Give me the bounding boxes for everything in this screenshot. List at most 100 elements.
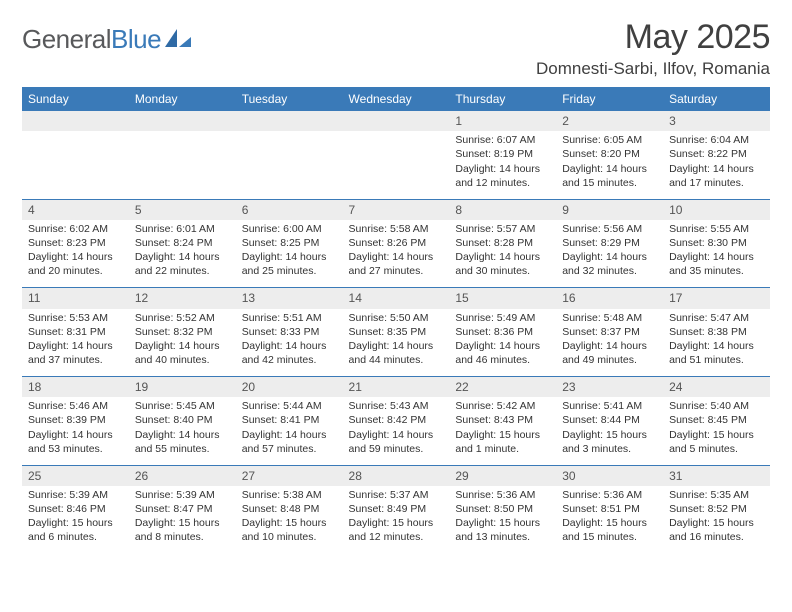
day-line: and 53 minutes. — [28, 442, 123, 456]
day-content: Sunrise: 5:51 AMSunset: 8:33 PMDaylight:… — [242, 311, 337, 368]
day-line: and 30 minutes. — [455, 264, 550, 278]
day-line: Sunset: 8:39 PM — [28, 413, 123, 427]
day-line: Sunrise: 5:56 AM — [562, 222, 657, 236]
day-line: and 49 minutes. — [562, 353, 657, 367]
day-content: Sunrise: 5:44 AMSunset: 8:41 PMDaylight:… — [242, 399, 337, 456]
day-content-cell: Sunrise: 6:05 AMSunset: 8:20 PMDaylight:… — [556, 131, 663, 199]
day-line: and 10 minutes. — [242, 530, 337, 544]
day-number-cell — [22, 111, 129, 131]
day-number-cell: 3 — [663, 111, 770, 131]
day-number-cell: 7 — [343, 199, 450, 220]
day-line: Sunrise: 5:50 AM — [349, 311, 444, 325]
day-content: Sunrise: 6:00 AMSunset: 8:25 PMDaylight:… — [242, 222, 337, 279]
day-line: Sunrise: 5:37 AM — [349, 488, 444, 502]
day-content-cell: Sunrise: 5:51 AMSunset: 8:33 PMDaylight:… — [236, 309, 343, 377]
week-content-row: Sunrise: 5:39 AMSunset: 8:46 PMDaylight:… — [22, 486, 770, 554]
day-content: Sunrise: 6:07 AMSunset: 8:19 PMDaylight:… — [455, 133, 550, 190]
day-content-cell: Sunrise: 6:04 AMSunset: 8:22 PMDaylight:… — [663, 131, 770, 199]
day-number-cell: 8 — [449, 199, 556, 220]
day-line: Sunrise: 6:01 AM — [135, 222, 230, 236]
day-line: and 46 minutes. — [455, 353, 550, 367]
day-content-cell: Sunrise: 6:02 AMSunset: 8:23 PMDaylight:… — [22, 220, 129, 288]
brand-logo: GeneralBlue — [22, 24, 193, 55]
day-line: and 3 minutes. — [562, 442, 657, 456]
day-content-cell — [22, 131, 129, 199]
day-line: Daylight: 15 hours — [349, 516, 444, 530]
day-number-cell: 20 — [236, 377, 343, 398]
day-line: Daylight: 14 hours — [455, 162, 550, 176]
day-line: Daylight: 14 hours — [562, 250, 657, 264]
day-number-cell: 23 — [556, 377, 663, 398]
day-number-cell: 19 — [129, 377, 236, 398]
day-line: and 17 minutes. — [669, 176, 764, 190]
day-number-cell: 28 — [343, 465, 450, 486]
day-line: Daylight: 14 hours — [669, 339, 764, 353]
day-content-cell: Sunrise: 5:53 AMSunset: 8:31 PMDaylight:… — [22, 309, 129, 377]
day-content-cell: Sunrise: 5:35 AMSunset: 8:52 PMDaylight:… — [663, 486, 770, 554]
day-line: Sunrise: 5:46 AM — [28, 399, 123, 413]
day-content: Sunrise: 5:53 AMSunset: 8:31 PMDaylight:… — [28, 311, 123, 368]
day-number-cell — [129, 111, 236, 131]
day-line: Sunrise: 5:43 AM — [349, 399, 444, 413]
day-line: Daylight: 15 hours — [562, 516, 657, 530]
day-content-cell — [129, 131, 236, 199]
day-line: Sunrise: 5:48 AM — [562, 311, 657, 325]
week-content-row: Sunrise: 6:07 AMSunset: 8:19 PMDaylight:… — [22, 131, 770, 199]
day-line: Sunrise: 6:00 AM — [242, 222, 337, 236]
day-header: Sunday — [22, 87, 129, 111]
day-line: Daylight: 14 hours — [562, 162, 657, 176]
week-daynum-row: 25262728293031 — [22, 465, 770, 486]
day-line: and 27 minutes. — [349, 264, 444, 278]
day-line: Sunrise: 5:53 AM — [28, 311, 123, 325]
day-line: and 20 minutes. — [28, 264, 123, 278]
day-line: Sunrise: 6:04 AM — [669, 133, 764, 147]
day-line: and 55 minutes. — [135, 442, 230, 456]
day-line: Daylight: 14 hours — [669, 162, 764, 176]
day-line: Sunrise: 6:02 AM — [28, 222, 123, 236]
day-line: Sunrise: 6:05 AM — [562, 133, 657, 147]
day-line: Sunrise: 5:35 AM — [669, 488, 764, 502]
day-line: and 51 minutes. — [669, 353, 764, 367]
week-daynum-row: 123 — [22, 111, 770, 131]
day-content-cell: Sunrise: 5:39 AMSunset: 8:47 PMDaylight:… — [129, 486, 236, 554]
day-content: Sunrise: 5:46 AMSunset: 8:39 PMDaylight:… — [28, 399, 123, 456]
day-line: Sunset: 8:36 PM — [455, 325, 550, 339]
day-line: and 42 minutes. — [242, 353, 337, 367]
day-header: Friday — [556, 87, 663, 111]
day-content-cell — [343, 131, 450, 199]
day-line: Daylight: 14 hours — [349, 339, 444, 353]
day-line: Sunset: 8:29 PM — [562, 236, 657, 250]
day-line: Sunrise: 5:39 AM — [28, 488, 123, 502]
day-content-cell: Sunrise: 5:58 AMSunset: 8:26 PMDaylight:… — [343, 220, 450, 288]
day-content: Sunrise: 5:35 AMSunset: 8:52 PMDaylight:… — [669, 488, 764, 545]
day-content-cell: Sunrise: 5:39 AMSunset: 8:46 PMDaylight:… — [22, 486, 129, 554]
day-line: Sunset: 8:44 PM — [562, 413, 657, 427]
brand-text-general: General — [22, 24, 111, 54]
header-row: GeneralBlue May 2025 Domnesti-Sarbi, Ilf… — [22, 18, 770, 79]
day-line: Sunset: 8:50 PM — [455, 502, 550, 516]
day-line: Sunrise: 5:45 AM — [135, 399, 230, 413]
day-content: Sunrise: 5:39 AMSunset: 8:46 PMDaylight:… — [28, 488, 123, 545]
day-number-cell: 24 — [663, 377, 770, 398]
day-header: Saturday — [663, 87, 770, 111]
day-line: Sunrise: 5:49 AM — [455, 311, 550, 325]
week-content-row: Sunrise: 5:46 AMSunset: 8:39 PMDaylight:… — [22, 397, 770, 465]
brand-text: GeneralBlue — [22, 24, 161, 55]
day-content: Sunrise: 5:40 AMSunset: 8:45 PMDaylight:… — [669, 399, 764, 456]
day-number-cell: 13 — [236, 288, 343, 309]
day-content-cell — [236, 131, 343, 199]
day-number-cell: 15 — [449, 288, 556, 309]
day-content: Sunrise: 5:48 AMSunset: 8:37 PMDaylight:… — [562, 311, 657, 368]
day-content: Sunrise: 5:58 AMSunset: 8:26 PMDaylight:… — [349, 222, 444, 279]
day-content-cell: Sunrise: 5:55 AMSunset: 8:30 PMDaylight:… — [663, 220, 770, 288]
day-line: and 44 minutes. — [349, 353, 444, 367]
day-line: Daylight: 14 hours — [349, 250, 444, 264]
day-line: Sunrise: 5:55 AM — [669, 222, 764, 236]
day-header: Tuesday — [236, 87, 343, 111]
day-line: Sunset: 8:26 PM — [349, 236, 444, 250]
day-line: Sunset: 8:41 PM — [242, 413, 337, 427]
day-content: Sunrise: 6:01 AMSunset: 8:24 PMDaylight:… — [135, 222, 230, 279]
day-content-cell: Sunrise: 6:01 AMSunset: 8:24 PMDaylight:… — [129, 220, 236, 288]
day-line: and 22 minutes. — [135, 264, 230, 278]
day-line: Sunrise: 6:07 AM — [455, 133, 550, 147]
